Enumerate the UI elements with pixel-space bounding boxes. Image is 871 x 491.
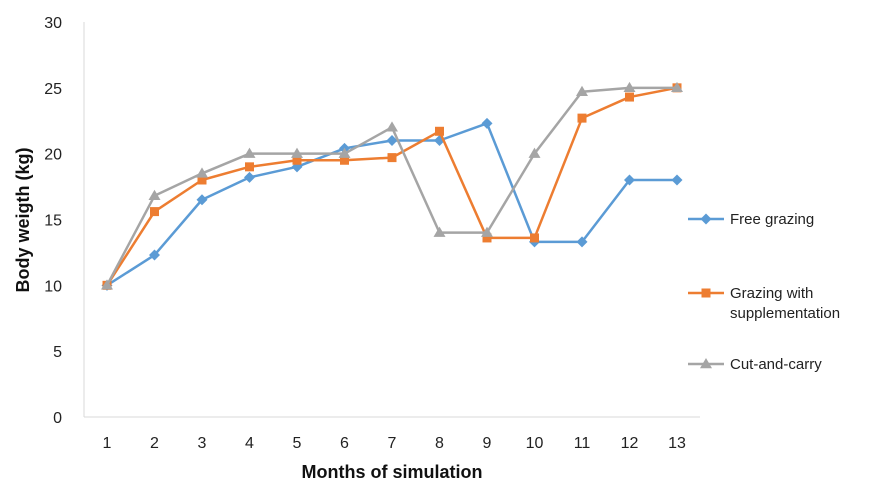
legend-item: Cut-and-carry xyxy=(688,356,822,373)
data-point xyxy=(150,207,159,217)
x-tick-label: 4 xyxy=(245,435,254,452)
legend-marker xyxy=(700,213,712,225)
data-point xyxy=(386,121,398,132)
data-point xyxy=(576,85,588,96)
series-free-grazing xyxy=(101,117,683,291)
y-tick-labels: 0 5 10 15 20 25 30 xyxy=(44,15,62,427)
legend-marker xyxy=(701,288,711,298)
y-tick-label: 30 xyxy=(44,15,62,32)
legend-label: Grazing with supplementation xyxy=(730,285,840,322)
x-tick-label: 12 xyxy=(621,435,639,452)
data-point xyxy=(624,174,635,186)
axes xyxy=(83,22,700,418)
data-point xyxy=(671,174,683,186)
legend-item: Free grazing xyxy=(688,211,814,228)
data-point xyxy=(623,81,636,93)
data-point xyxy=(625,92,634,102)
legend-label: Cut-and-carry xyxy=(730,356,822,373)
x-tick-label: 7 xyxy=(388,435,397,452)
x-tick-label: 1 xyxy=(103,435,112,452)
x-tick-label: 11 xyxy=(574,435,591,452)
y-tick-label: 20 xyxy=(44,147,62,164)
data-point xyxy=(671,81,683,93)
data-point xyxy=(244,171,255,183)
x-axis-title: Months of simulation xyxy=(302,462,483,482)
data-point xyxy=(528,147,541,158)
data-point xyxy=(386,135,398,146)
legend-marker xyxy=(700,358,712,369)
x-tick-label: 3 xyxy=(198,435,207,452)
x-tick-label: 10 xyxy=(526,435,544,452)
data-point xyxy=(577,113,587,123)
data-point xyxy=(482,233,492,243)
legend-item: Grazing with supplementation xyxy=(688,285,840,322)
y-tick-label: 15 xyxy=(44,213,62,230)
data-point xyxy=(387,153,397,163)
y-axis-title: Body weigth (kg) xyxy=(13,148,33,293)
series-grazing-with-supplementation xyxy=(102,83,682,290)
x-tick-label: 5 xyxy=(293,435,302,452)
data-point xyxy=(338,147,351,158)
y-tick-label: 10 xyxy=(44,278,62,295)
y-tick-label: 5 xyxy=(53,344,62,361)
x-tick-label: 13 xyxy=(668,435,686,452)
data-point xyxy=(340,155,349,165)
data-point xyxy=(576,236,588,248)
data-point xyxy=(196,194,208,206)
data-point xyxy=(481,117,493,129)
series-line xyxy=(105,86,678,287)
data-point xyxy=(197,175,207,185)
x-tick-label: 9 xyxy=(483,435,492,452)
series-layer xyxy=(101,81,683,291)
y-tick-label: 25 xyxy=(44,81,62,98)
series-line xyxy=(106,122,677,287)
data-point xyxy=(530,233,539,243)
x-tick-label: 6 xyxy=(340,435,349,452)
legend: Free grazing Grazing with supplementation C… xyxy=(688,211,840,373)
y-tick-label: 0 xyxy=(53,410,62,427)
data-point xyxy=(481,226,493,237)
data-point xyxy=(245,162,254,172)
data-point xyxy=(435,126,444,136)
legend-label-line: Grazing with xyxy=(730,285,813,302)
x-tick-label: 8 xyxy=(435,435,444,452)
legend-label: Free grazing xyxy=(730,211,814,228)
data-point xyxy=(196,167,208,178)
data-point xyxy=(292,155,302,165)
data-point xyxy=(433,226,446,237)
data-point xyxy=(149,249,160,261)
x-tick-labels: 1 2 3 4 5 6 7 8 9 10 11 12 13 xyxy=(103,435,686,452)
data-point xyxy=(243,147,256,158)
legend-label-line: supplementation xyxy=(730,305,840,322)
series-cut-and-carry xyxy=(101,81,683,290)
data-point xyxy=(101,279,113,290)
data-point xyxy=(148,189,161,200)
data-point xyxy=(291,147,303,158)
x-tick-label: 2 xyxy=(150,435,159,452)
